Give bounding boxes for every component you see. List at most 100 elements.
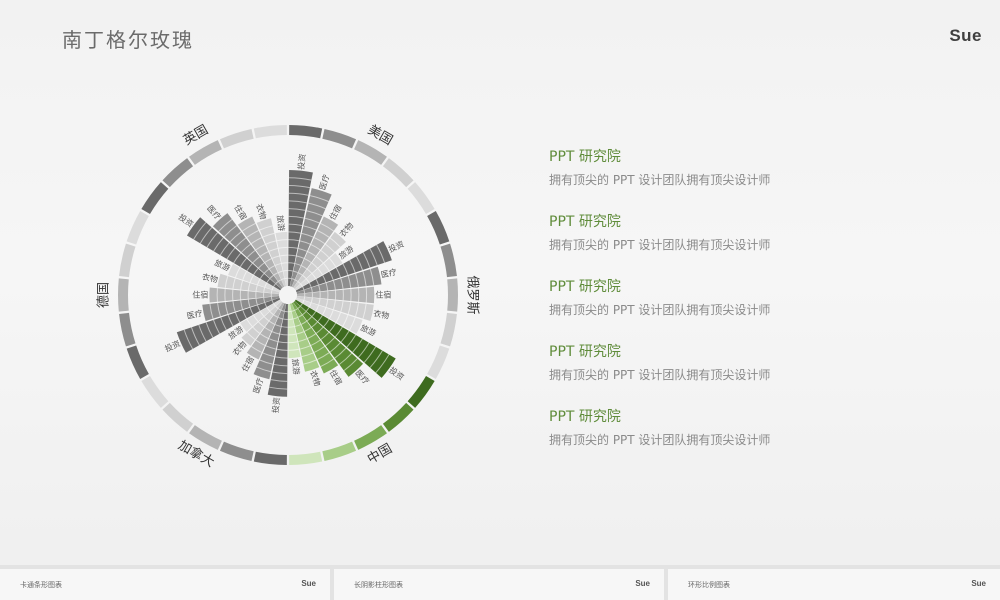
legend-heading: PPT 研究院 bbox=[549, 279, 621, 295]
wedge-band-line bbox=[323, 318, 330, 327]
legend-description: 拥有顶尖的 PPT 设计团队拥有顶尖设计师 bbox=[549, 173, 771, 187]
wedge-band-line bbox=[317, 315, 323, 322]
wedge-band-line bbox=[270, 296, 273, 301]
wedge-band-line bbox=[234, 312, 241, 323]
wedge-band-line bbox=[263, 316, 270, 322]
wedge-band-line bbox=[271, 286, 274, 290]
wedge-band-line bbox=[325, 299, 329, 308]
wedge-band-line bbox=[340, 330, 350, 343]
thumbnail-3[interactable]: 环形比例图表 Sue bbox=[668, 569, 1000, 600]
thumbnail-2[interactable]: 长阴影柱形图表 Sue bbox=[334, 569, 664, 600]
wedge-band-line bbox=[246, 332, 256, 340]
wedge-band-line bbox=[311, 273, 317, 279]
wedge-band-line bbox=[246, 230, 259, 238]
legend-description: 拥有顶尖的 PPT 设计团队拥有顶尖设计师 bbox=[549, 433, 771, 447]
wedge-band-line bbox=[268, 338, 278, 343]
wedge-band-line bbox=[229, 231, 242, 243]
legend-heading: PPT 研究院 bbox=[549, 409, 621, 425]
wedge-band-line bbox=[322, 275, 327, 283]
wedge-band-line bbox=[262, 352, 275, 358]
wedge-band-line bbox=[318, 298, 321, 305]
wedge-band-line bbox=[247, 282, 251, 291]
wedge-category-label: 住宿 bbox=[375, 290, 391, 300]
wedge-band-line bbox=[334, 326, 343, 338]
wedge-band-line bbox=[205, 322, 214, 338]
ring-segment bbox=[447, 278, 458, 312]
wedge-band-line bbox=[343, 358, 358, 372]
wedge-band-line bbox=[302, 286, 305, 290]
ring-segment bbox=[119, 312, 136, 347]
wedge-band-line bbox=[220, 317, 227, 331]
wedge-band-line bbox=[288, 262, 295, 264]
ring-segment bbox=[219, 128, 254, 149]
wedge-band-line bbox=[217, 302, 221, 317]
wedge-band-line bbox=[301, 265, 307, 270]
wedge-band-line bbox=[288, 215, 304, 219]
wedge-band-line bbox=[301, 320, 307, 325]
rose-wedge bbox=[289, 303, 320, 372]
rose-wedge bbox=[289, 188, 332, 287]
rose-wedge bbox=[291, 216, 339, 288]
wedge-band-line bbox=[266, 307, 271, 312]
wedge-band-line bbox=[264, 282, 268, 288]
wedge-band-line bbox=[317, 352, 330, 360]
wedge-band-line bbox=[278, 246, 288, 249]
ring-segment bbox=[322, 441, 357, 462]
wedge-band-line bbox=[246, 263, 253, 272]
wedge-band-line bbox=[281, 278, 285, 281]
rose-wedge bbox=[209, 287, 280, 303]
legend-item: PPT 研究院 拥有顶尖的 PPT 设计团队拥有顶尖设计师 bbox=[549, 148, 849, 188]
ring-segment bbox=[322, 128, 357, 149]
wedge-band-line bbox=[302, 274, 307, 279]
wedge-band-line bbox=[355, 273, 359, 288]
ring-segment bbox=[354, 140, 387, 165]
wedge-category-label: 住宿 bbox=[232, 203, 249, 222]
wedge-band-line bbox=[271, 255, 280, 259]
ring-segment bbox=[162, 402, 194, 432]
wedge-band-line bbox=[253, 268, 259, 275]
wedge-band-line bbox=[310, 339, 321, 346]
legend-item: PPT 研究院 拥有顶尖的 PPT 设计团队拥有顶尖设计师 bbox=[549, 343, 849, 383]
ring-segment bbox=[253, 125, 287, 139]
wedge-band-line bbox=[255, 298, 258, 305]
rose-wedge bbox=[256, 218, 287, 287]
rose-wedge bbox=[296, 296, 374, 321]
wedge-band-line bbox=[288, 200, 307, 204]
wedge-band-line bbox=[288, 208, 306, 211]
wedge-band-line bbox=[320, 223, 334, 232]
wedge-band-line bbox=[304, 327, 312, 332]
rose-wedge bbox=[241, 301, 283, 346]
wedge-band-line bbox=[369, 268, 375, 286]
wedge-band-line bbox=[323, 263, 330, 272]
wedge-band-line bbox=[276, 239, 288, 242]
thumbnail-1-logo: Sue bbox=[301, 579, 316, 588]
thumbnail-1-label: 卡通条形图表 bbox=[20, 581, 62, 589]
rose-wedge bbox=[295, 297, 363, 334]
wedge-band-line bbox=[253, 315, 259, 322]
wedge-band-line bbox=[304, 217, 320, 224]
wedge-band-line bbox=[251, 345, 263, 353]
group-label: 美国 bbox=[365, 123, 395, 149]
wedge-band-line bbox=[317, 268, 323, 275]
legend-description: 拥有顶尖的 PPT 设计团队拥有顶尖设计师 bbox=[549, 238, 771, 252]
wedge-band-line bbox=[263, 287, 266, 293]
wedge-category-label: 投资 bbox=[270, 397, 282, 414]
wedge-band-line bbox=[273, 303, 276, 307]
wedge-band-line bbox=[294, 263, 302, 266]
ring-segment bbox=[440, 312, 457, 347]
ring-segment bbox=[289, 451, 323, 465]
wedge-band-line bbox=[270, 379, 288, 382]
wedge-band-line bbox=[258, 321, 265, 328]
wedge-band-line bbox=[355, 256, 364, 271]
wedge-band-line bbox=[235, 237, 247, 248]
wedge-band-line bbox=[294, 308, 299, 311]
wedge-band-line bbox=[301, 352, 314, 358]
wedge-band-line bbox=[281, 262, 288, 264]
wedge-band-line bbox=[264, 258, 272, 263]
wedge-band-line bbox=[308, 302, 312, 308]
wedge-category-label: 投资 bbox=[177, 212, 196, 229]
wedge-band-line bbox=[273, 272, 279, 276]
ring-segment bbox=[141, 375, 169, 408]
thumbnail-1[interactable]: 卡通条形图表 Sue bbox=[0, 569, 330, 600]
wedge-band-line bbox=[264, 302, 268, 308]
